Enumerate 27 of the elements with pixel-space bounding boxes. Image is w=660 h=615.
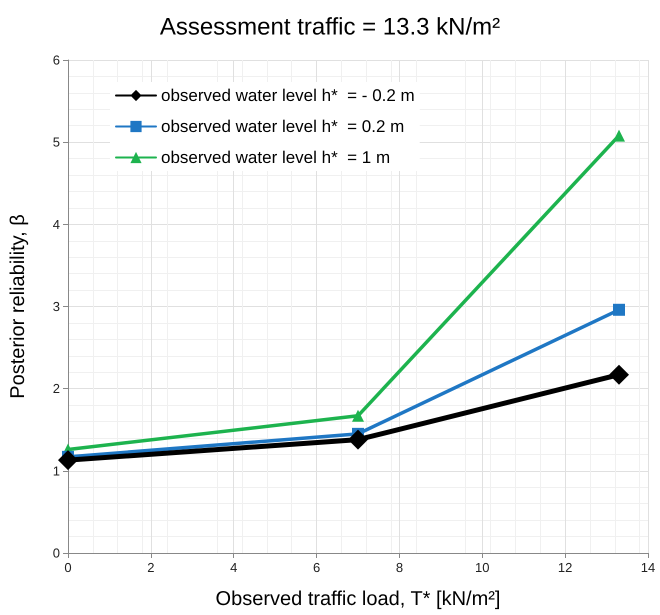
x-tick-label: 14 — [640, 560, 656, 575]
y-tick-label: 4 — [52, 216, 60, 232]
y-tick-label: 2 — [52, 381, 60, 396]
x-tick-label: 0 — [64, 560, 72, 575]
point — [609, 364, 629, 385]
y-tick-label: 5 — [52, 134, 60, 150]
y-tick-label: 3 — [52, 299, 60, 314]
x-tick-label: 4 — [230, 560, 238, 575]
x-tick-label: 10 — [475, 560, 490, 575]
legend-label: observed water level h* = 1 m — [161, 148, 390, 167]
chart-title: Assessment traffic = 13.3 kN/m² — [160, 14, 500, 40]
point — [613, 130, 625, 142]
point — [58, 450, 78, 470]
y-axis-title: Posterior reliability, β — [7, 214, 29, 399]
point — [348, 430, 368, 450]
legend-label: observed water level h* = 0.2 m — [161, 117, 404, 136]
legend-label: observed water level h* = - 0.2 m — [161, 86, 415, 105]
x-tick-label: 6 — [312, 560, 320, 575]
y-tick-label: 6 — [52, 52, 60, 68]
y-tick-label: 0 — [52, 546, 60, 560]
x-tick-label: 2 — [147, 560, 154, 575]
x-tick-label: 12 — [558, 560, 572, 575]
point — [352, 410, 364, 422]
x-tick-label: 8 — [396, 560, 404, 575]
y-tick-label: 1 — [52, 463, 60, 478]
x-axis-title: Observed traffic load, T* [kN/m²] — [216, 588, 500, 610]
point — [613, 304, 625, 316]
